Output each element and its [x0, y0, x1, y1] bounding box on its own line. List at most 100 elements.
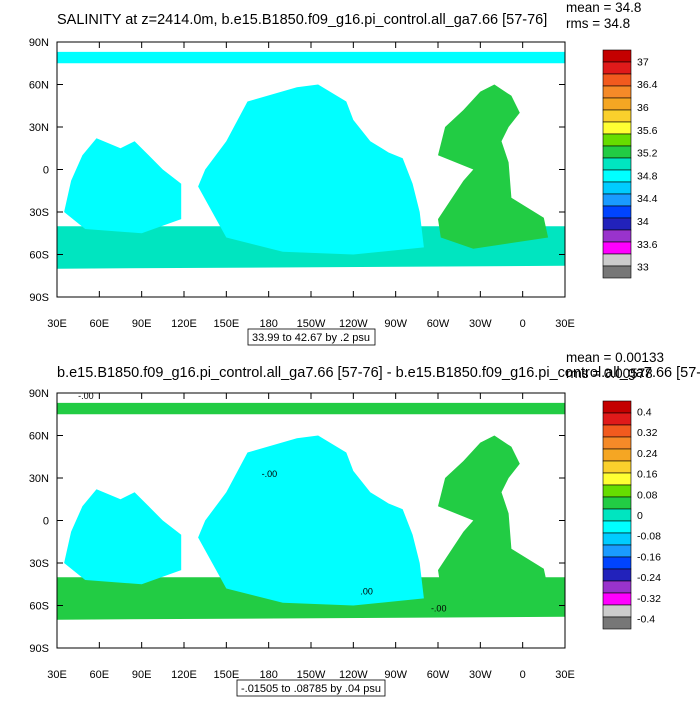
panel-2-y-ticks: 90N 60N 30N 0 30S 60S 90S	[29, 388, 565, 655]
x-tick-label: 0	[520, 669, 526, 681]
colorbar-swatch	[602, 97, 632, 111]
y-tick-label: 30N	[29, 473, 49, 485]
ocean-region-pacific	[198, 435, 424, 606]
colorbar-swatch	[602, 85, 632, 99]
y-tick-label: 60N	[29, 431, 49, 443]
x-tick-label: 90E	[132, 318, 152, 330]
colorbar-swatch	[602, 412, 632, 426]
colorbar-label: -0.24	[637, 572, 661, 584]
panel-2-ocean-field: -.00 -.00 .00 -.00	[57, 391, 565, 620]
colorbar-swatch	[602, 580, 632, 594]
difference-panel: b.e15.B1850.f09_g16.pi_control.all_ga7.6…	[29, 350, 700, 697]
panel-1-ocean-field	[57, 51, 565, 269]
panel-1-x-ticks: 30E 60E 90E 120E 150E 180 150W 120W 90W 60W 30W 0 30…	[47, 42, 575, 330]
colorbar-swatch	[602, 61, 632, 75]
colorbar-label: 0.24	[637, 448, 658, 460]
colorbar-label: 0.16	[637, 469, 658, 481]
colorbar-swatch	[602, 484, 632, 498]
x-tick-label: 30E	[555, 318, 575, 330]
x-tick-label: 90E	[132, 669, 152, 681]
colorbar-swatch	[602, 205, 632, 219]
x-tick-label: 150E	[213, 318, 239, 330]
panel-2-x-ticks: 30E 60E 90E 120E 150E 180 150W 120W 90W 60W 30W 0 30…	[47, 393, 575, 681]
colorbar-swatch	[602, 532, 632, 546]
panel-1-colorbar: 37 36.4 36 35.6 35.2 34.8 34.4 34 33.6 33	[602, 49, 658, 279]
x-tick-label: 60E	[90, 669, 110, 681]
colorbar-label: -0.32	[637, 593, 661, 605]
colorbar-swatch	[602, 472, 632, 486]
colorbar-swatch	[602, 448, 632, 462]
x-tick-label: 150E	[213, 669, 239, 681]
ocean-region-arctic	[57, 402, 565, 415]
colorbar-label: 0.08	[637, 489, 658, 501]
panel-2-range-label: -.01505 to .08785 by .04 psu	[241, 683, 381, 695]
ocean-region-pacific	[198, 84, 424, 255]
panel-1-rms: rms = 34.8	[566, 16, 630, 31]
x-tick-label: 30E	[47, 318, 67, 330]
y-tick-label: 90S	[29, 643, 49, 655]
colorbar-label: 34.8	[637, 170, 658, 182]
y-tick-label: 30S	[29, 558, 49, 570]
contour-label: -.00	[78, 391, 94, 401]
colorbar-swatch	[602, 460, 632, 474]
ocean-region-indian	[64, 138, 182, 234]
colorbar-label: 37	[637, 56, 649, 68]
colorbar-swatch	[602, 265, 632, 279]
colorbar-swatch	[602, 544, 632, 558]
colorbar-swatch	[602, 229, 632, 243]
panel-1-range-label: 33.99 to 42.67 by .2 psu	[252, 332, 370, 344]
ocean-region-arctic	[57, 51, 565, 64]
contour-label: -.00	[262, 469, 278, 479]
x-tick-label: 30W	[469, 669, 492, 681]
colorbar-swatch	[602, 133, 632, 147]
y-tick-label: 0	[43, 516, 49, 528]
colorbar-swatch	[602, 592, 632, 606]
colorbar-label: 35.6	[637, 125, 658, 137]
colorbar-label: 36.4	[637, 79, 658, 91]
x-tick-label: 120W	[339, 669, 368, 681]
colorbar-swatch	[602, 520, 632, 534]
colorbar-swatch	[602, 400, 632, 414]
colorbar-swatch	[602, 253, 632, 267]
x-tick-label: 120W	[339, 318, 368, 330]
y-tick-label: 90N	[29, 388, 49, 400]
panel-2-range-box	[236, 679, 386, 697]
panel-2-mean: mean = 0.00133	[566, 350, 664, 365]
colorbar-label: -0.16	[637, 551, 661, 563]
colorbar-swatch	[602, 241, 632, 255]
colorbar-swatch	[602, 568, 632, 582]
x-tick-label: 150W	[297, 669, 326, 681]
panel-1-range-box	[247, 328, 376, 346]
panel-2-title: b.e15.B1850.f09_g16.pi_control.all_ga7.6…	[57, 365, 700, 381]
colorbar-swatch	[602, 121, 632, 135]
x-tick-label: 30E	[47, 669, 67, 681]
y-tick-label: 60N	[29, 80, 49, 92]
colorbar-swatch	[602, 169, 632, 183]
ocean-region-atlantic	[438, 84, 549, 249]
colorbar-swatch	[602, 49, 632, 63]
colorbar-swatch	[602, 157, 632, 171]
colorbar-label: 0.4	[637, 406, 652, 418]
colorbar-swatch	[602, 109, 632, 123]
y-tick-label: 0	[43, 165, 49, 177]
colorbar-label: -0.08	[637, 531, 661, 543]
x-tick-label: 180	[259, 318, 277, 330]
colorbar-swatch	[602, 556, 632, 570]
x-tick-label: 30E	[555, 669, 575, 681]
x-tick-label: 0	[520, 318, 526, 330]
salinity-panel: SALINITY at z=2414.0m, b.e15.B1850.f09_g…	[29, 0, 658, 346]
panel-2-colorbar: 0.4 0.32 0.24 0.16 0.08 0 -0.08 -0.16 -0.24 -0.32…	[602, 400, 661, 630]
colorbar-swatch	[602, 508, 632, 522]
contour-label: .00	[360, 586, 373, 596]
y-tick-label: 60S	[29, 601, 49, 613]
panel-1-title: SALINITY at z=2414.0m, b.e15.B1850.f09_g…	[57, 12, 547, 28]
colorbar-label: -0.4	[637, 614, 655, 626]
colorbar-label: 0.32	[637, 427, 658, 439]
colorbar-label: 0	[637, 510, 643, 522]
y-tick-label: 30N	[29, 122, 49, 134]
colorbar-swatch	[602, 181, 632, 195]
colorbar-swatch	[602, 616, 632, 630]
colorbar-swatch	[602, 436, 632, 450]
y-tick-label: 60S	[29, 250, 49, 262]
ocean-region-indian	[64, 489, 182, 585]
